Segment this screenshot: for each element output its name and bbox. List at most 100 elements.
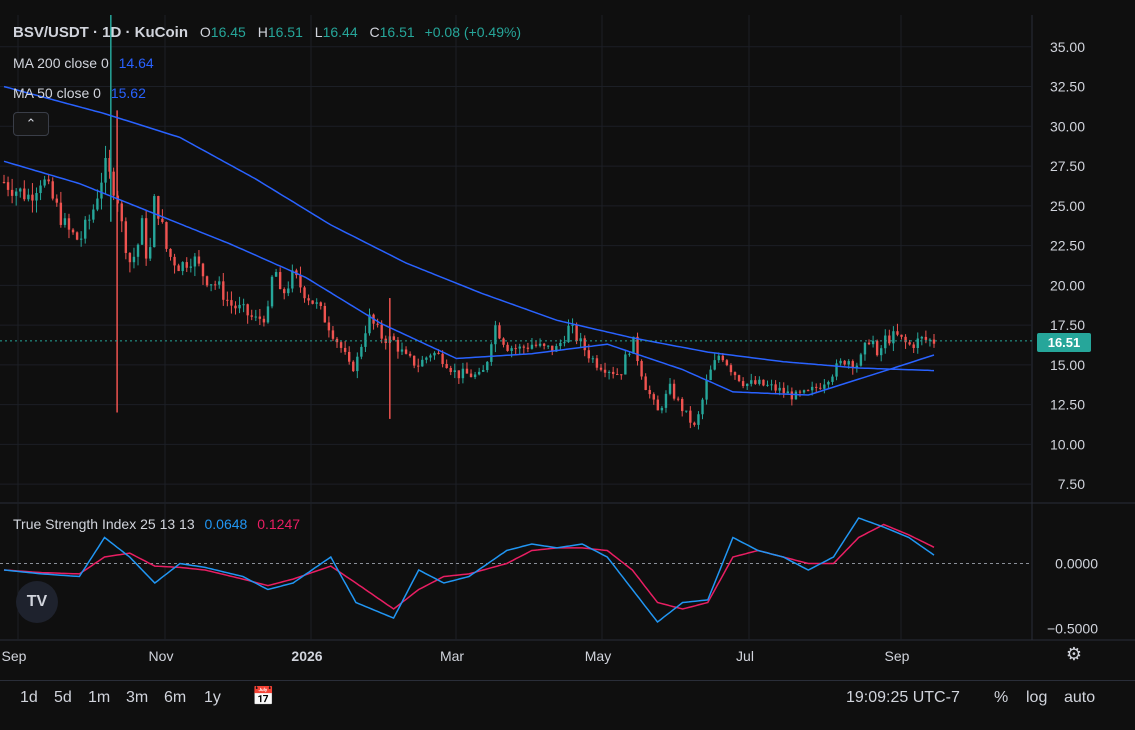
candle-body — [31, 194, 34, 201]
candle-body — [39, 185, 42, 194]
ma200-legend[interactable]: MA 200 close 0 14.64 — [13, 55, 154, 71]
candle-body — [140, 218, 144, 245]
candle-body — [201, 263, 205, 277]
candle-body — [705, 379, 708, 400]
timeframe-1y[interactable]: 1y — [204, 689, 221, 706]
price-tick-label: 10.00 — [1050, 436, 1085, 452]
candle-body — [262, 318, 266, 323]
price-tick-label: 25.00 — [1050, 198, 1085, 214]
candle-body — [794, 391, 798, 400]
tradingview-logo-icon[interactable]: TV — [16, 581, 58, 623]
timeframe-1d[interactable]: 1d — [20, 689, 38, 706]
candle-body — [79, 238, 83, 240]
candle-body — [234, 305, 237, 309]
candle-body — [916, 338, 919, 348]
price-tick-label: 27.50 — [1050, 158, 1085, 174]
candle-body — [108, 157, 111, 172]
candle-body — [477, 371, 481, 375]
candle-body — [327, 322, 331, 331]
timeframe-1m[interactable]: 1m — [88, 689, 111, 706]
open-label: O — [199, 24, 211, 40]
candle-body — [124, 221, 128, 253]
candle-body — [806, 390, 810, 392]
candle-body — [798, 391, 802, 393]
candle-body — [587, 350, 591, 359]
candle-body — [169, 248, 172, 257]
date-range-icon[interactable]: 📅 — [252, 686, 275, 706]
candle-body — [360, 346, 363, 357]
collapse-legend-button[interactable]: ⌃ — [13, 112, 49, 136]
candle-body — [242, 304, 245, 306]
candle-body — [498, 325, 501, 339]
candle-body — [120, 203, 123, 222]
candle-body — [880, 348, 883, 356]
candle-body — [810, 386, 814, 391]
candle-body — [425, 357, 428, 360]
candle-body — [611, 371, 615, 375]
candle-body — [681, 398, 684, 412]
symbol-legend: BSV/USDT · 1D · KuCoin O16.45 H16.51 L16… — [13, 24, 521, 41]
candle-body — [258, 316, 262, 319]
candle-body — [490, 344, 493, 362]
candle-body — [782, 387, 785, 394]
candle-body — [534, 344, 538, 346]
close-label: C — [369, 24, 380, 40]
candle-body — [441, 353, 444, 364]
x-tick-label: Sep — [885, 648, 910, 664]
candle-body — [928, 339, 932, 341]
candle-body — [6, 182, 10, 190]
candle-body — [27, 194, 30, 200]
clock-readout[interactable]: 19:09:25 UTC-7 — [846, 689, 960, 706]
candle-body — [323, 305, 327, 323]
candle-body — [709, 369, 712, 380]
candle-body — [266, 306, 270, 323]
candle-body — [575, 324, 578, 342]
candle-body — [831, 376, 834, 382]
timeframe-5d[interactable]: 5d — [54, 689, 72, 706]
candle-body — [51, 181, 54, 199]
ma50-legend[interactable]: MA 50 close 0 15.62 — [13, 85, 146, 101]
candle-body — [721, 355, 725, 361]
ma50-line — [3, 160, 935, 396]
tsi-value: 0.0648 — [204, 516, 248, 532]
candle-body — [546, 345, 550, 347]
auto-toggle[interactable]: auto — [1064, 689, 1096, 706]
percent-toggle[interactable]: % — [994, 689, 1009, 706]
candle-body — [482, 370, 485, 372]
candle-body — [912, 344, 915, 348]
timeframe-3m[interactable]: 3m — [126, 689, 149, 706]
candle-body — [205, 276, 209, 286]
ma50-label: MA 50 close 0 — [13, 85, 101, 101]
candle-body — [63, 218, 67, 225]
tsi-legend[interactable]: True Strength Index 25 13 13 0.0648 0.12… — [13, 516, 300, 532]
log-toggle[interactable]: log — [1026, 689, 1048, 706]
candle-body — [185, 262, 188, 268]
candle-body — [745, 383, 749, 387]
ma200-value: 14.64 — [118, 55, 154, 71]
timeframe-6m[interactable]: 6m — [164, 689, 187, 706]
symbol-title[interactable]: BSV/USDT · 1D · KuCoin — [13, 24, 188, 41]
candle-body — [652, 394, 655, 400]
candle-body — [790, 391, 794, 400]
chart-canvas[interactable]: Sep Nov 2026 Mar May Jul Sep 35.00 32.50 30.00 27.… — [0, 0, 1135, 680]
gear-icon[interactable]: ⚙ — [1065, 644, 1083, 664]
candle-body — [59, 202, 63, 225]
candle-body — [283, 289, 286, 294]
candle-body — [421, 359, 424, 367]
candle-body — [274, 272, 278, 277]
change-value: +0.08 (+0.49%) — [424, 24, 522, 40]
candle-body — [778, 387, 781, 391]
candle-body — [892, 331, 895, 344]
tsi-signal-value: 0.1247 — [257, 516, 301, 532]
candle-body — [741, 381, 745, 387]
candle-body — [583, 338, 586, 351]
candle-body — [494, 325, 497, 345]
candle-body — [473, 374, 477, 378]
candle-body — [884, 335, 887, 349]
candle-body — [737, 375, 741, 382]
candle-body — [904, 336, 907, 343]
candle-body — [376, 323, 379, 325]
candle-body — [713, 360, 716, 370]
candle-body — [465, 368, 469, 374]
candle-body — [701, 399, 704, 415]
